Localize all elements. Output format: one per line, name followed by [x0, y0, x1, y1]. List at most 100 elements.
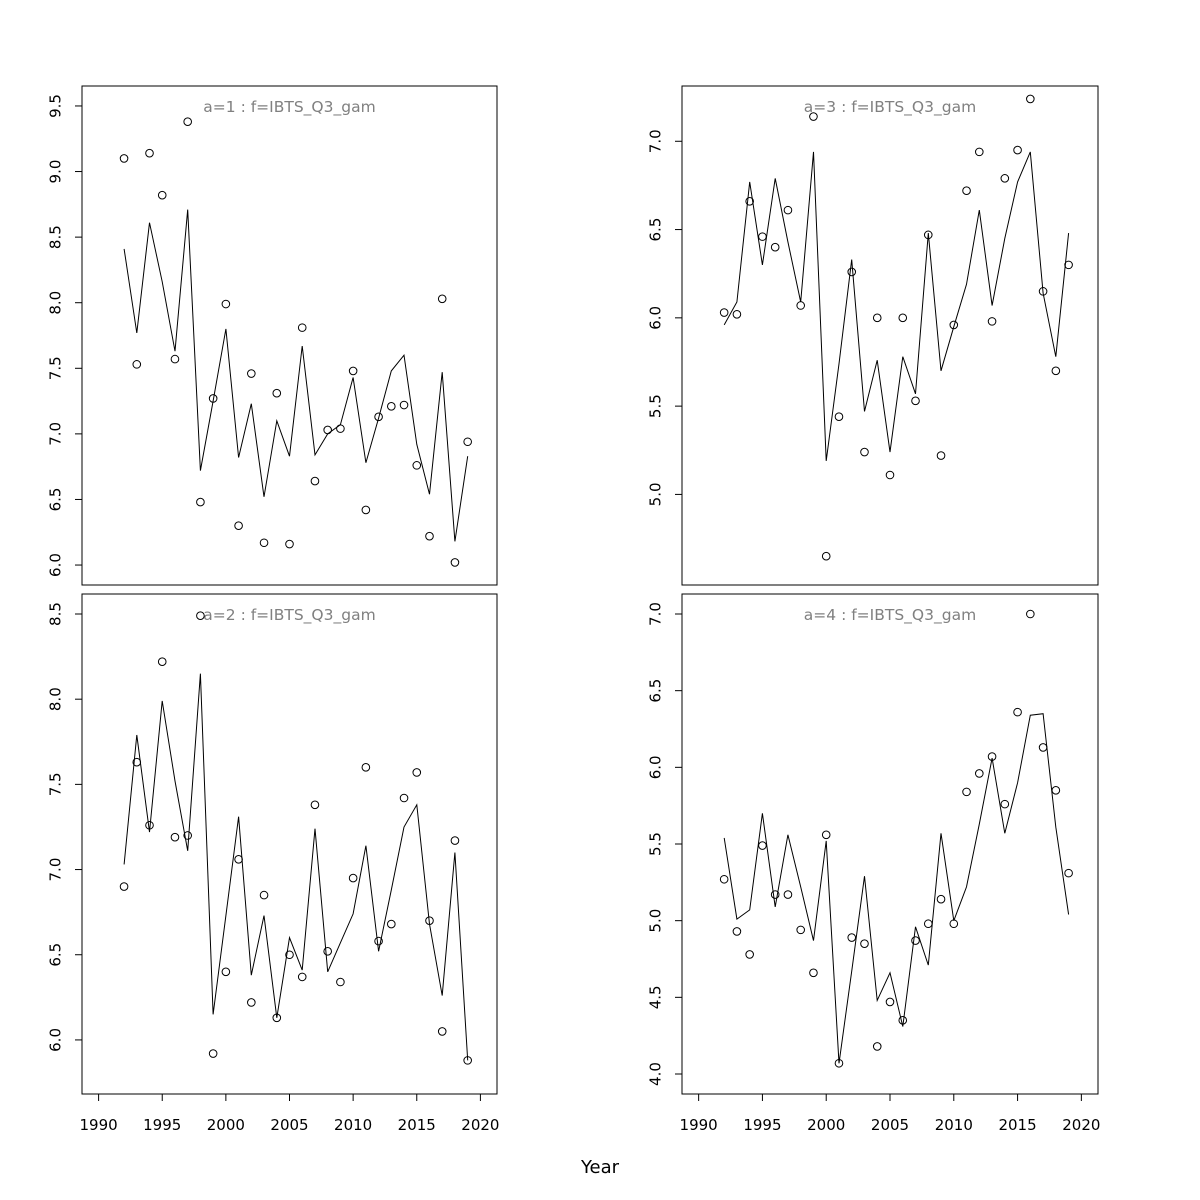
y-tick-label: 5.0 [647, 909, 665, 933]
y-tick-label: 6.5 [47, 488, 65, 512]
data-point [962, 787, 971, 797]
x-tick-label: 2000 [207, 1116, 245, 1134]
data-point [898, 1016, 908, 1025]
y-tick-label: 5.0 [647, 482, 665, 506]
data-point [221, 299, 231, 309]
data-point [285, 950, 294, 960]
data-point [923, 919, 933, 929]
data-point [821, 830, 831, 840]
x-tick-label: 2015 [998, 1116, 1036, 1134]
data-point [348, 873, 358, 883]
y-tick-label: 6.0 [647, 306, 665, 330]
data-point [336, 977, 345, 987]
data-point [1026, 609, 1035, 619]
data-point [732, 310, 742, 319]
data-point [285, 539, 294, 549]
data-point [348, 366, 358, 376]
data-point [463, 1056, 472, 1065]
data-point [923, 230, 933, 240]
panel-title: a=1 : f=IBTS_Q3_gam [203, 98, 375, 117]
data-point [796, 925, 805, 935]
data-point [310, 800, 320, 810]
data-point [183, 117, 192, 126]
panel-title: a=3 : f=IBTS_Q3_gam [804, 98, 976, 117]
data-point [361, 505, 371, 515]
data-point [962, 186, 971, 196]
data-point [987, 317, 997, 326]
data-point [860, 939, 869, 948]
plot-frame [81, 593, 498, 1095]
data-point [132, 757, 142, 767]
data-point [234, 855, 243, 864]
data-point [758, 232, 767, 241]
data-point [783, 205, 793, 215]
plot-frame [81, 85, 498, 586]
panel-title: a=2 : f=IBTS_Q3_gam [203, 606, 375, 625]
data-point [374, 936, 383, 946]
data-point [399, 400, 409, 410]
y-tick-label: 4.5 [647, 985, 665, 1009]
data-point [399, 793, 409, 803]
y-tick-label: 8.5 [47, 602, 65, 626]
data-point [898, 313, 908, 323]
y-tick-label: 6.5 [647, 679, 665, 703]
data-point [1064, 868, 1073, 878]
data-point [911, 396, 920, 406]
y-tick-label: 9.0 [47, 160, 65, 184]
x-tick-label: 2010 [935, 1116, 973, 1134]
plot-frame [681, 593, 1099, 1095]
data-point [834, 412, 844, 422]
data-point [412, 768, 422, 777]
data-point [437, 1027, 447, 1036]
data-point [221, 967, 231, 977]
data-point [1051, 786, 1061, 795]
data-point [297, 323, 307, 332]
x-tick-label: 1990 [680, 1116, 718, 1134]
data-point [732, 927, 742, 936]
data-point [247, 998, 256, 1007]
data-point [872, 313, 882, 323]
data-point [196, 497, 205, 507]
data-point [987, 752, 997, 761]
y-tick-label: 5.5 [647, 832, 665, 856]
data-point [145, 148, 154, 158]
data-point [1051, 366, 1061, 376]
fitted-line [723, 713, 1070, 1064]
data-point [796, 301, 805, 310]
data-point [719, 308, 729, 317]
y-tick-label: 6.0 [47, 1028, 65, 1052]
data-point [1038, 287, 1048, 296]
data-point [272, 1013, 282, 1023]
x-tick-label: 2000 [807, 1116, 845, 1134]
panel-3: a=3 : f=IBTS_Q3_gam 5.0 5.5 6.0 6.5 7.0 [647, 85, 1099, 586]
data-point [719, 874, 729, 884]
x-tick-label: 2010 [334, 1116, 372, 1134]
data-point [936, 894, 946, 904]
data-point [208, 1049, 218, 1058]
y-tick-label: 8.0 [47, 687, 65, 711]
data-point [783, 890, 793, 899]
plot-frame [681, 85, 1099, 586]
x-axis-title: Year [580, 1157, 620, 1178]
data-point [911, 936, 920, 945]
data-point [770, 242, 780, 252]
fitted-line [723, 151, 1070, 461]
data-point [412, 461, 422, 470]
data-point [323, 947, 332, 956]
data-point [272, 388, 282, 398]
data-point [425, 916, 434, 925]
panel-title: a=4 : f=IBTS_Q3_gam [804, 606, 976, 625]
x-tick-label: 2005 [270, 1116, 308, 1134]
data-point [450, 836, 460, 845]
data-point [361, 763, 371, 772]
data-point [119, 882, 129, 891]
data-point [1013, 145, 1022, 155]
y-tick-label: 7.5 [47, 772, 65, 796]
data-point [1013, 707, 1022, 717]
data-point [132, 360, 142, 369]
y-tick-label: 8.0 [47, 291, 65, 315]
panel-4: a=4 : f=IBTS_Q3_gam 4.0 4.5 5.0 5.5 6.0 6.5 7.0… [647, 593, 1100, 1134]
data-point [936, 451, 946, 460]
data-point [119, 154, 129, 163]
